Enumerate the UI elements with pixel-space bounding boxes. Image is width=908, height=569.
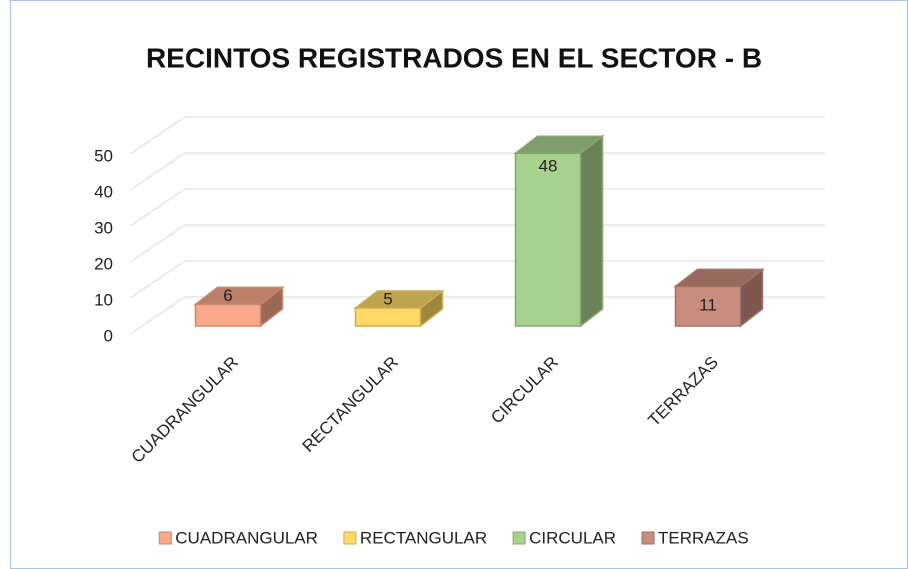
bar-front [514,152,582,327]
legend-swatch [512,531,526,545]
bar [193,285,285,328]
chart-frame [10,0,908,569]
y-tick-label: 10 [94,290,113,309]
grid-line [129,188,825,227]
y-tick-label: 40 [94,182,113,201]
bar [353,289,445,328]
grid-line [129,116,825,155]
bar-front [354,307,422,327]
data-label: 6 [223,286,232,305]
y-tick-label: 0 [104,326,113,345]
data-label: 48 [539,157,558,176]
legend-label: TERRAZAS [658,528,749,547]
legend-label: CIRCULAR [529,528,616,547]
y-tick-label: 30 [94,218,113,237]
data-label: 11 [699,296,717,315]
legend-swatch [343,531,357,545]
bar-front [194,303,262,327]
bar [513,134,605,328]
legend-swatch [641,531,655,545]
grid-line [129,224,825,263]
y-tick-label: 20 [94,254,113,273]
legend-swatch [158,531,172,545]
bar-front [674,285,742,327]
chart-title: RECINTOS REGISTRADOS EN EL SECTOR - B [146,42,762,73]
bar [673,267,765,328]
legend-label: CUADRANGULAR [175,528,318,547]
y-tick-label: 50 [94,146,113,165]
bar-side [579,134,604,328]
grid-line [129,296,825,335]
grid-line [129,152,825,191]
legend-label: RECTANGULAR [360,528,487,547]
grid-line [129,260,825,299]
data-label: 5 [383,289,392,308]
